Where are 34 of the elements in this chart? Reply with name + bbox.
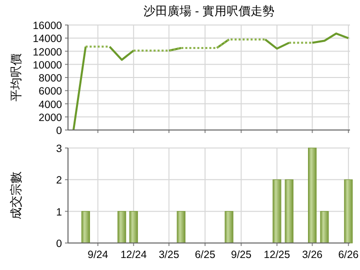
y-tick-label: 1: [56, 206, 62, 218]
y-tick-label: 3: [56, 143, 62, 155]
bar: [272, 179, 282, 244]
y-axis-title: 成交宗數: [9, 172, 23, 220]
y-tick-label: 6000: [38, 86, 62, 98]
bar: [308, 148, 317, 244]
x-tick-label: 12/24: [120, 249, 147, 261]
chart-title: 沙田廣場 - 實用呎價走勢: [144, 4, 274, 18]
y-tick-label: 4000: [38, 98, 62, 111]
y-tick-label: 16000: [32, 20, 62, 32]
x-tick-label: 9/25: [230, 249, 252, 261]
bar: [284, 179, 294, 244]
x-tick-label: 6/25: [194, 249, 216, 261]
y-tick-label: 2: [56, 174, 62, 187]
bar: [320, 211, 329, 244]
bar: [344, 179, 353, 244]
x-tick-label: 6/26: [338, 249, 359, 261]
y-axis-title: 平均呎價: [9, 54, 23, 102]
y-tick-label: 2000: [38, 112, 62, 124]
y-tick-label: 0: [56, 238, 62, 250]
x-tick-label: 3/26: [302, 249, 323, 261]
bar: [224, 211, 234, 244]
y-tick-label: 0: [56, 125, 62, 137]
bar: [118, 211, 126, 244]
bar: [176, 211, 186, 244]
bar: [129, 211, 138, 244]
y-tick-label: 8000: [38, 72, 62, 84]
x-tick-label: 12/25: [264, 249, 290, 261]
x-tick-label: 9/24: [88, 249, 108, 261]
x-tick-label: 3/25: [158, 249, 180, 261]
y-tick-label: 14000: [32, 33, 62, 46]
bar: [81, 211, 90, 244]
y-tick-label: 12000: [32, 46, 62, 58]
y-tick-label: 10000: [32, 59, 62, 72]
